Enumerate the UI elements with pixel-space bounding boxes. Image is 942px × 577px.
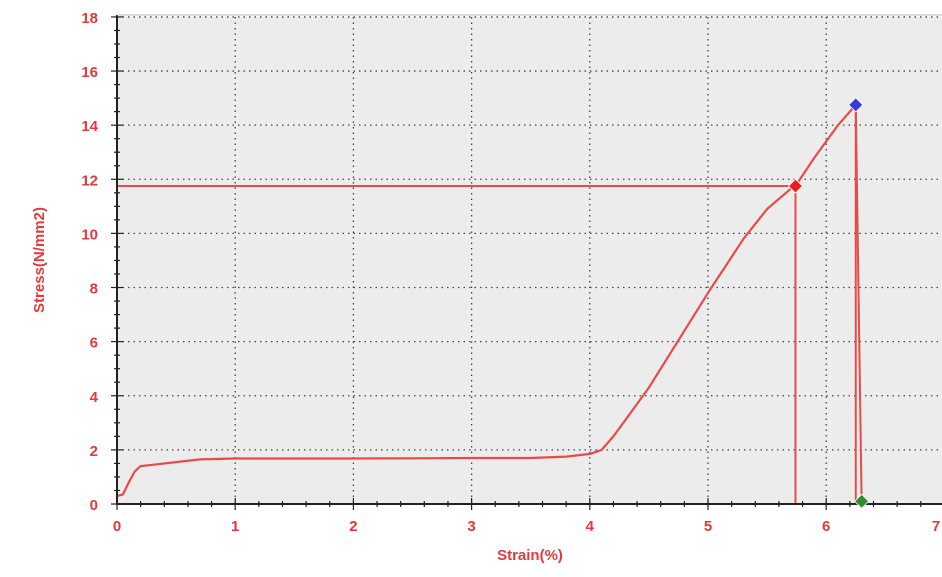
x-tick-label: 4 <box>586 518 595 535</box>
y-tick-label: 14 <box>81 118 98 135</box>
x-tick-label: 6 <box>822 518 830 535</box>
x-tick-label: 2 <box>349 518 357 535</box>
y-tick-label: 2 <box>90 443 98 460</box>
y-tick-label: 18 <box>81 10 98 27</box>
yield-point-marker <box>787 178 804 194</box>
y-axis-label: Stress(N/mm2) <box>31 207 48 313</box>
x-tick-label: 5 <box>704 518 712 535</box>
x-tick-label: 0 <box>113 518 121 535</box>
y-tick-label: 10 <box>81 226 98 243</box>
y-tick-label: 8 <box>90 281 98 298</box>
x-axis-label: Strain(%) <box>497 547 563 564</box>
marker-layer <box>787 97 870 509</box>
y-tick-label: 0 <box>90 497 98 514</box>
y-tick-label: 4 <box>90 389 99 406</box>
plot-area <box>117 17 942 504</box>
axes-layer <box>111 14 942 510</box>
peak-point-marker <box>848 97 864 113</box>
grid-layer <box>117 16 942 504</box>
break-point-marker <box>854 493 870 509</box>
y-tick-label: 6 <box>90 335 98 352</box>
x-tick-label: 3 <box>467 518 475 535</box>
guide-layer <box>117 104 863 505</box>
series-line-0 <box>116 104 857 497</box>
x-tick-label: 1 <box>231 518 239 535</box>
y-tick-label: 16 <box>81 64 98 81</box>
y-tick-label: 12 <box>81 172 98 189</box>
break-vertical-guide <box>854 104 863 505</box>
x-tick-label: 7 <box>932 518 940 535</box>
series-layer <box>116 104 857 497</box>
